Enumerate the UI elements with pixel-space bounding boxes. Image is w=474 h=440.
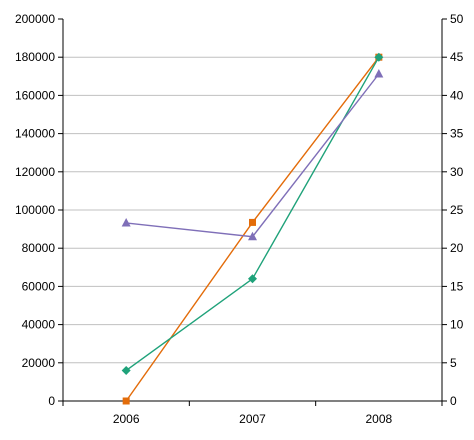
series-2-point <box>121 365 131 375</box>
x-tick-label: 2006 <box>113 412 140 426</box>
left-tick-label: 40000 <box>22 318 56 332</box>
series-3-line <box>126 73 380 238</box>
right-tick-label: 0 <box>450 394 457 408</box>
series-2-line <box>125 56 380 372</box>
left-tick-label: 140000 <box>15 127 55 141</box>
right-tick-label: 25 <box>450 203 464 217</box>
left-axis-ticks: 0 20000 40000 60000 80000 100000 120000 140000 1… <box>15 12 63 408</box>
right-tick-label: 35 <box>450 127 464 141</box>
left-tick-label: 60000 <box>22 279 56 293</box>
left-tick-label: 160000 <box>15 88 55 102</box>
series-1-point <box>122 397 130 405</box>
left-tick-label: 200000 <box>15 12 55 26</box>
right-tick-label: 5 <box>450 356 457 370</box>
series-layer <box>121 52 384 405</box>
left-tick-label: 120000 <box>15 165 55 179</box>
series-3-point <box>121 217 131 227</box>
right-tick-label: 20 <box>450 241 464 255</box>
right-tick-label: 50 <box>450 12 464 26</box>
right-tick-label: 45 <box>450 50 464 64</box>
right-tick-label: 10 <box>450 318 464 332</box>
series-2-point <box>248 274 257 284</box>
left-tick-label: 0 <box>48 394 55 408</box>
series-3-point <box>248 231 257 241</box>
left-tick-label: 20000 <box>22 356 56 370</box>
left-tick-label: 180000 <box>15 50 55 64</box>
x-tick-label: 2007 <box>239 412 266 426</box>
series-1-point <box>249 218 256 226</box>
right-tick-label: 40 <box>450 88 464 102</box>
series-3-point <box>374 69 384 78</box>
series-1-line <box>125 56 380 402</box>
gridlines <box>63 56 442 364</box>
x-axis-ticks: 2006 2007 2008 <box>62 401 443 426</box>
right-axis-ticks: 0 5 10 15 20 25 30 35 40 45 50 <box>442 12 464 408</box>
left-tick-label: 80000 <box>22 241 56 255</box>
right-tick-label: 30 <box>450 165 464 179</box>
series-2-point <box>374 52 384 62</box>
right-tick-label: 15 <box>450 279 464 293</box>
left-tick-label: 100000 <box>15 203 55 217</box>
x-tick-label: 2008 <box>365 412 392 426</box>
